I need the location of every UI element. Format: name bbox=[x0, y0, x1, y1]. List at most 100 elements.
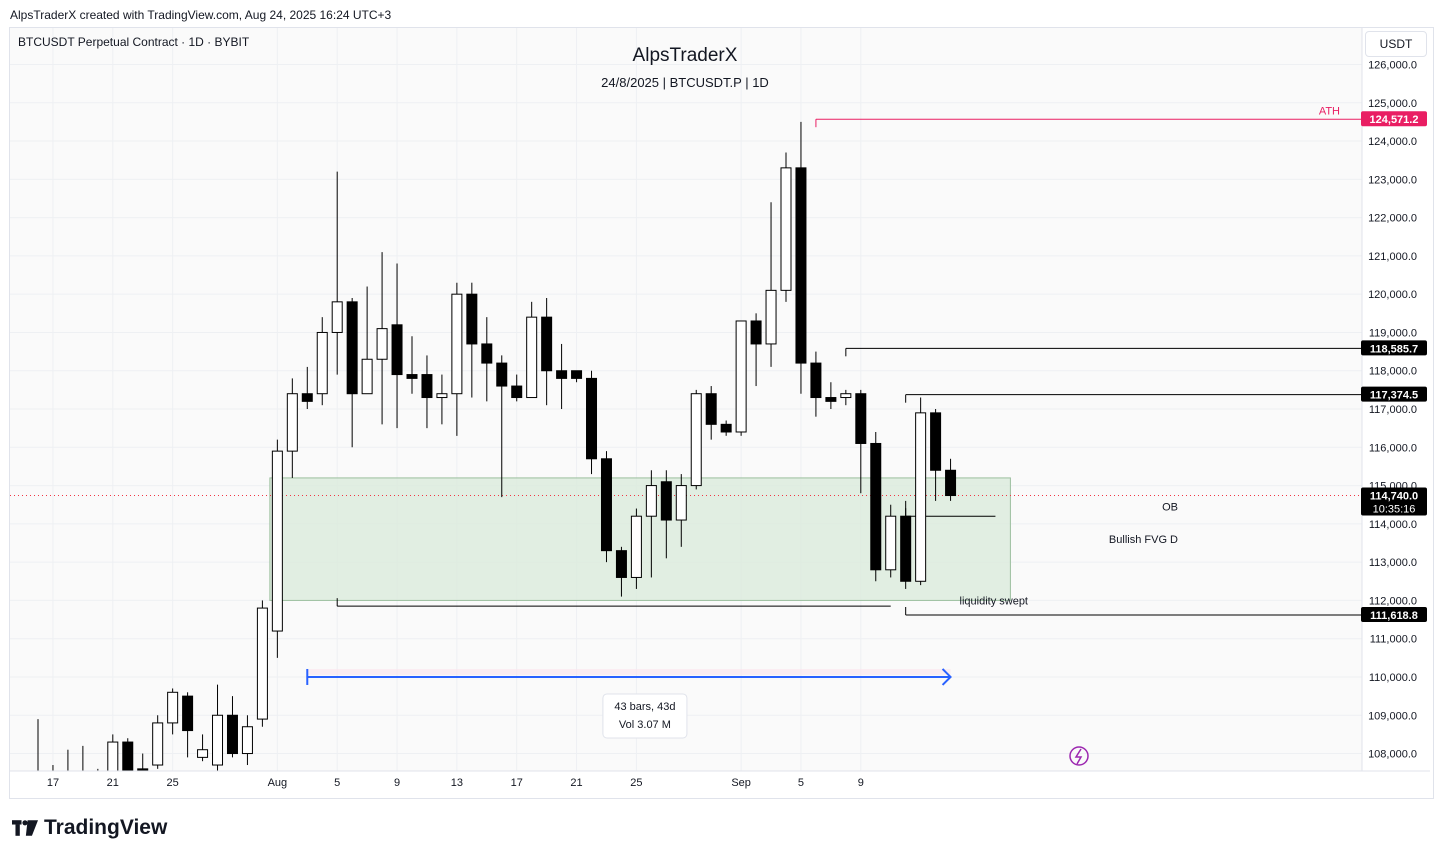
candle-down bbox=[541, 316, 553, 372]
y-tick-label: 111,000.0 bbox=[1370, 634, 1417, 646]
candle-down bbox=[870, 442, 882, 571]
annotation-label: ATH bbox=[1319, 105, 1340, 117]
candle-down bbox=[466, 293, 478, 345]
annotation-label: OB bbox=[1162, 502, 1178, 514]
price-labels-layer: 124,571.2 118,585.7 117,374.5 114,740.010:3… bbox=[1361, 111, 1427, 623]
candle-down bbox=[600, 458, 612, 552]
tradingview-logo-icon bbox=[12, 820, 38, 836]
measure-bars-label: 43 bars, 43d bbox=[614, 701, 675, 713]
candle-up bbox=[436, 393, 448, 399]
candle-up bbox=[780, 167, 792, 291]
symbol-title[interactable]: BTCUSDT Perpetual Contract · 1D · BYBIT bbox=[18, 35, 250, 49]
price-label-box bbox=[1361, 607, 1427, 623]
candle-down bbox=[346, 301, 358, 395]
candle-down bbox=[720, 423, 732, 433]
candle-down bbox=[855, 393, 867, 444]
measure-info-box bbox=[602, 693, 688, 739]
measure-arrow-head bbox=[941, 668, 952, 686]
y-tick-label: 113,000.0 bbox=[1369, 557, 1417, 569]
candle-down bbox=[615, 550, 627, 578]
y-tick-label: 122,000.0 bbox=[1368, 213, 1417, 225]
candle-down bbox=[795, 167, 807, 364]
candle-down bbox=[226, 714, 238, 755]
y-tick-label: 123,000.0 bbox=[1368, 174, 1417, 186]
candle-up bbox=[675, 485, 687, 521]
candle-up bbox=[690, 393, 702, 487]
candle-down bbox=[586, 377, 598, 460]
candle-down bbox=[705, 393, 717, 425]
price-label-text: 114,740.0 bbox=[1370, 491, 1418, 503]
price-label-text: 111,618.8 bbox=[1370, 610, 1418, 622]
candle-up bbox=[361, 358, 373, 395]
chart-grid bbox=[10, 28, 1362, 771]
y-tick-label: 109,000.0 bbox=[1368, 710, 1417, 722]
chart-subtitle: 24/8/2025 | BTCUSDT.P | 1D bbox=[601, 75, 769, 90]
candle-up bbox=[152, 722, 164, 766]
candle-up bbox=[316, 331, 328, 395]
x-tick-label: 13 bbox=[451, 777, 463, 789]
candle-up bbox=[735, 320, 747, 433]
x-tick-label: 9 bbox=[394, 777, 400, 789]
candle-up bbox=[630, 515, 642, 578]
candle-down bbox=[421, 374, 433, 399]
candles-layer bbox=[37, 121, 957, 772]
candle-up bbox=[107, 741, 119, 772]
candle-up bbox=[885, 515, 897, 571]
tradingview-logo[interactable]: TradingView bbox=[12, 816, 167, 840]
candle-up bbox=[526, 316, 538, 399]
annotation-label: liquidity swept bbox=[960, 595, 1028, 607]
candle-down bbox=[750, 320, 762, 345]
countdown-label: 10:35:16 bbox=[1373, 504, 1416, 516]
candle-down bbox=[182, 695, 194, 732]
annotation-label: Bullish FVG D bbox=[1109, 534, 1178, 546]
x-tick-label: 21 bbox=[107, 777, 119, 789]
time-axis: 172125Jul5913172125Aug5913172125Sep59 bbox=[10, 770, 1430, 789]
candle-up bbox=[271, 450, 283, 632]
candle-up bbox=[376, 328, 388, 360]
candle-up bbox=[765, 289, 777, 345]
measure-range-fill bbox=[307, 668, 951, 675]
y-tick-label: 116,000.0 bbox=[1369, 442, 1417, 454]
price-axis: 126,000.0 125,000.0 124,000.0 123,000.0 122,… bbox=[1361, 28, 1417, 771]
candle-up bbox=[212, 714, 224, 766]
candle-down bbox=[122, 741, 134, 772]
price-label-box bbox=[1361, 111, 1427, 127]
y-tick-label: 118,000.0 bbox=[1369, 366, 1417, 378]
candle-down bbox=[391, 324, 403, 376]
y-tick-label: 108,000.0 bbox=[1368, 749, 1417, 761]
candlestick-chart[interactable]: 43 bars, 43d Vol 3.07 M ATH OB Bullish FVG … bbox=[10, 28, 1430, 796]
candle-down bbox=[945, 469, 957, 497]
price-label-text: 124,571.2 bbox=[1370, 114, 1419, 126]
y-tick-label: 121,000.0 bbox=[1368, 251, 1417, 263]
candle-up bbox=[256, 607, 268, 720]
candle-down bbox=[571, 370, 583, 379]
price-label-box bbox=[1361, 386, 1427, 402]
chart-title: AlpsTraderX bbox=[632, 45, 738, 66]
candle-down bbox=[301, 393, 313, 402]
lightning-icon bbox=[1069, 746, 1089, 766]
y-tick-label: 114,000.0 bbox=[1369, 519, 1417, 531]
candle-down bbox=[900, 515, 912, 582]
candle-down bbox=[660, 481, 672, 521]
annotations-layer: ATH OB Bullish FVG D liquidity swept bbox=[960, 105, 1340, 766]
x-tick-label: 9 bbox=[858, 777, 864, 789]
candle-up bbox=[451, 293, 463, 395]
y-tick-label: 125,000.0 bbox=[1368, 98, 1417, 110]
candle-down bbox=[481, 343, 493, 364]
candle-up bbox=[241, 726, 253, 755]
candle-up bbox=[286, 393, 298, 452]
candle-up bbox=[645, 485, 657, 517]
x-tick-label: 5 bbox=[798, 777, 804, 789]
y-tick-label: 112,000.0 bbox=[1369, 595, 1417, 607]
x-tick-label: 25 bbox=[167, 777, 179, 789]
candle-down bbox=[930, 412, 942, 471]
measure-volume-label: Vol 3.07 M bbox=[619, 719, 671, 731]
chart-credit: AlpsTraderX created with TradingView.com… bbox=[10, 8, 392, 22]
x-tick-label: 21 bbox=[570, 777, 582, 789]
currency-button[interactable]: USDT bbox=[1365, 31, 1427, 57]
candle-up bbox=[167, 691, 179, 724]
lightning-bolt-glyph bbox=[1074, 748, 1083, 765]
x-tick-label: 5 bbox=[334, 777, 340, 789]
price-label-box bbox=[1361, 487, 1427, 516]
y-tick-label: 120,000.0 bbox=[1368, 289, 1417, 301]
